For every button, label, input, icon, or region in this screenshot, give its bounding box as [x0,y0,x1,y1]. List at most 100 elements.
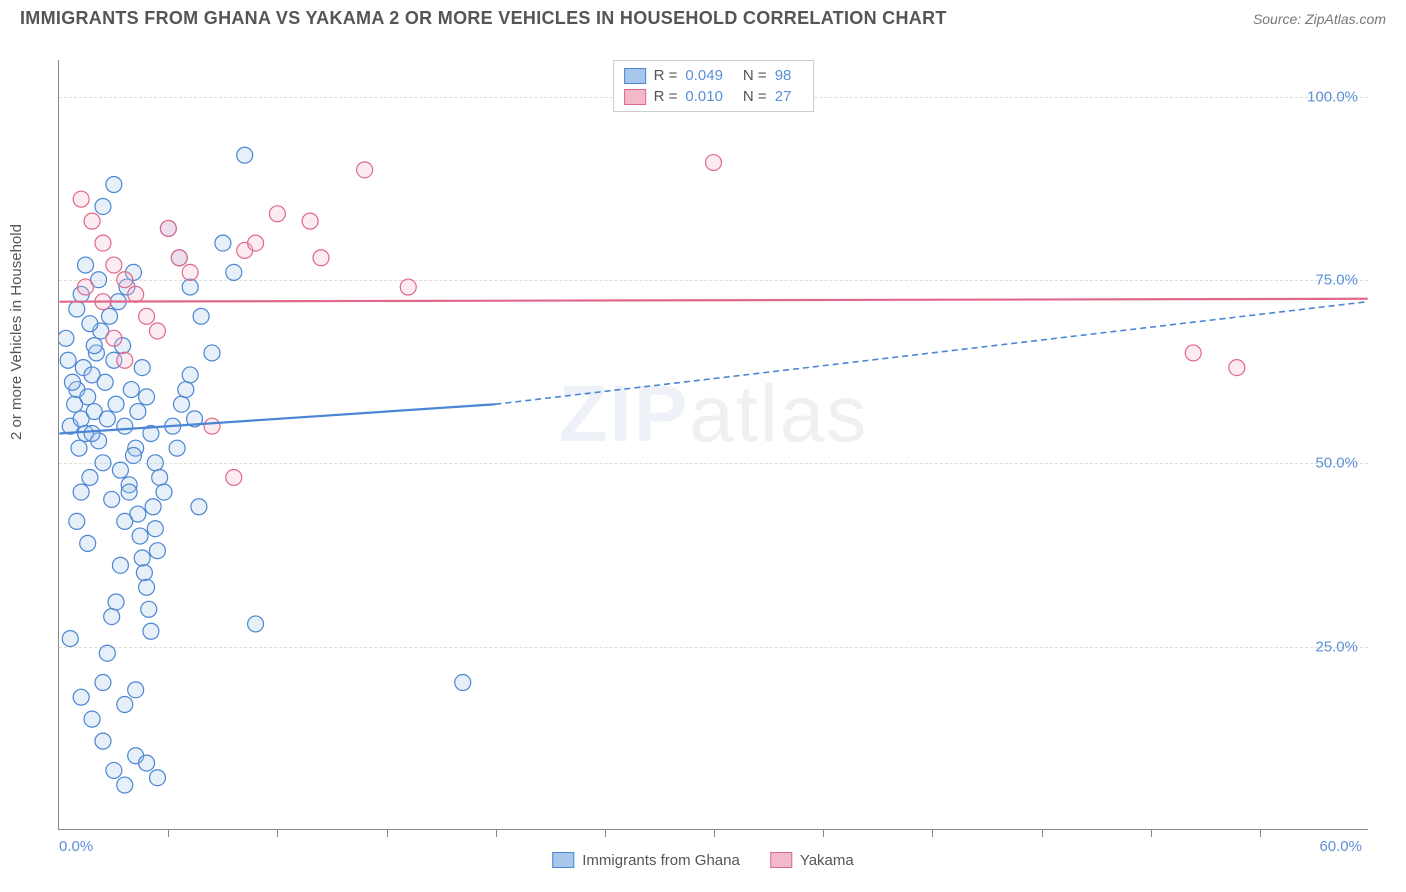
x-tick [387,829,388,837]
data-point [248,235,264,251]
swatch-yakama [624,89,646,105]
legend-label: Yakama [800,852,854,869]
data-point [128,682,144,698]
data-point [171,250,187,266]
data-point [80,535,96,551]
data-point [1185,345,1201,361]
data-point [226,469,242,485]
data-point [99,411,115,427]
legend-item: Yakama [770,852,854,869]
data-point [84,426,100,442]
data-point [69,513,85,529]
data-point [64,374,80,390]
data-point [139,579,155,595]
data-point [134,550,150,566]
n-label: N = [743,88,767,105]
data-point [160,220,176,236]
data-point [104,609,120,625]
data-point [1229,360,1245,376]
stat-row-yakama: R = 0.010 N = 27 [624,86,804,107]
stat-legend: R = 0.049 N = 98 R = 0.010 N = 27 [613,60,815,112]
data-point [84,711,100,727]
data-point [117,513,133,529]
data-point [73,689,89,705]
data-point [117,272,133,288]
x-tick [1151,829,1152,837]
data-point [108,396,124,412]
data-point [123,382,139,398]
data-point [117,697,133,713]
data-point [117,352,133,368]
data-point [73,484,89,500]
legend-swatch [552,852,574,868]
data-point [71,440,87,456]
data-point [149,770,165,786]
data-point [147,521,163,537]
data-point [78,257,94,273]
data-point [143,623,159,639]
data-point [204,345,220,361]
data-point [104,491,120,507]
data-point [60,352,76,368]
n-value-yakama: 27 [775,88,792,105]
data-point [73,191,89,207]
data-point [706,155,722,171]
data-point [193,308,209,324]
data-point [237,147,253,163]
data-point [95,455,111,471]
x-tick-label: 60.0% [1319,838,1362,855]
trend-line [59,299,1367,302]
data-point [97,374,113,390]
data-point [226,264,242,280]
x-tick [496,829,497,837]
data-point [95,198,111,214]
data-point [269,206,285,222]
data-point [108,594,124,610]
data-point [86,338,102,354]
data-point [139,389,155,405]
data-point [82,469,98,485]
data-point [191,499,207,515]
data-point [149,323,165,339]
x-tick-label: 0.0% [59,838,93,855]
data-point [136,565,152,581]
data-point [121,484,137,500]
data-point [130,404,146,420]
data-point [82,316,98,332]
stat-row-ghana: R = 0.049 N = 98 [624,65,804,86]
data-point [400,279,416,295]
data-point [215,235,231,251]
data-point [204,418,220,434]
data-point [102,308,118,324]
swatch-ghana [624,68,646,84]
data-point [169,440,185,456]
chart-container: 2 or more Vehicles in Household ZIPatlas… [18,40,1388,880]
data-point [141,601,157,617]
r-label: R = [654,88,678,105]
x-tick [1042,829,1043,837]
data-point [106,177,122,193]
trend-line-ext [495,302,1367,405]
legend-swatch [770,852,792,868]
n-label: N = [743,67,767,84]
data-point [132,528,148,544]
legend-label: Immigrants from Ghana [582,852,740,869]
data-point [357,162,373,178]
plot-svg [59,60,1368,829]
r-value-ghana: 0.049 [685,67,723,84]
data-point [106,330,122,346]
data-point [178,382,194,398]
r-label: R = [654,67,678,84]
data-point [156,484,172,500]
data-point [112,557,128,573]
data-point [78,279,94,295]
data-point [106,257,122,273]
data-point [69,301,85,317]
data-point [59,330,74,346]
x-tick [168,829,169,837]
data-point [95,675,111,691]
x-tick [277,829,278,837]
data-point [455,675,471,691]
data-point [95,733,111,749]
data-point [84,213,100,229]
